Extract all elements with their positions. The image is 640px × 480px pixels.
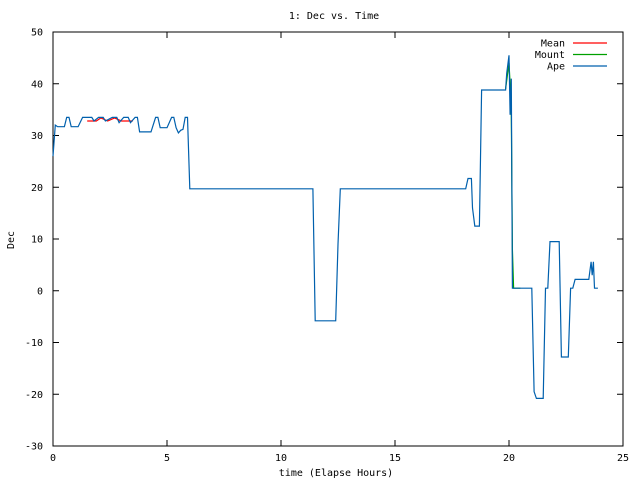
chart-title: 1: Dec vs. Time — [289, 11, 379, 22]
y-tick-label: -30 — [25, 442, 43, 453]
y-tick-label: 0 — [37, 286, 43, 297]
x-tick-label: 0 — [50, 453, 56, 464]
x-axis: 0 5 10 15 20 25 — [50, 32, 629, 464]
series-line-mount — [505, 62, 521, 289]
x-tick-label: 5 — [164, 453, 170, 464]
y-tick-label: 20 — [31, 183, 43, 194]
x-axis-label: time (Elapse Hours) — [279, 468, 393, 479]
series-line-ape — [52, 55, 598, 399]
y-axis: -30 -20 -10 0 10 20 30 40 50 — [25, 28, 623, 453]
legend-label-mean: Mean — [541, 39, 565, 50]
series-layer — [52, 55, 598, 399]
legend-label-ape: Ape — [547, 62, 565, 73]
y-tick-label: 50 — [31, 28, 43, 39]
y-axis-label: Dec — [6, 231, 17, 249]
y-tick-label: 40 — [31, 79, 43, 90]
x-tick-label: 25 — [617, 453, 629, 464]
legend-label-mount: Mount — [535, 50, 565, 61]
x-tick-label: 15 — [389, 453, 401, 464]
y-tick-label: -20 — [25, 390, 43, 401]
y-tick-label: 30 — [31, 131, 43, 142]
x-tick-label: 20 — [503, 453, 515, 464]
x-tick-label: 10 — [275, 453, 287, 464]
y-tick-label: 10 — [31, 235, 43, 246]
y-tick-label: -10 — [25, 338, 43, 349]
series-line-mean — [87, 117, 133, 122]
